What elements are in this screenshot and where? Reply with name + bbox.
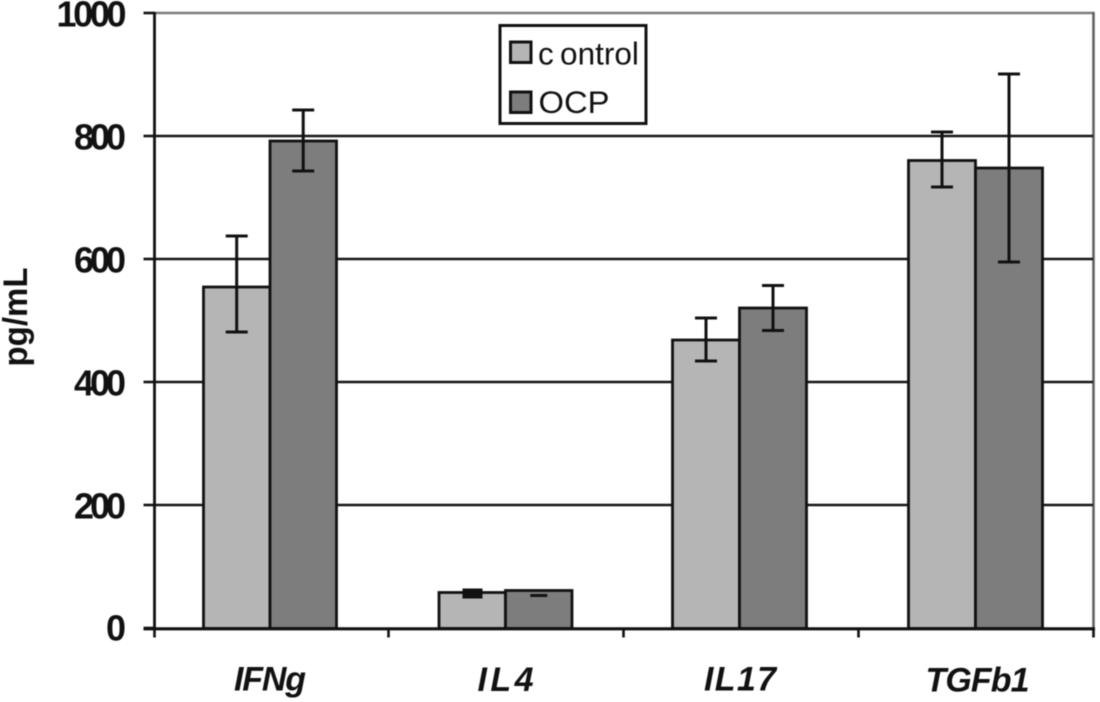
svg-text:pg/mL: pg/mL [0, 268, 35, 367]
svg-text:600: 600 [74, 239, 126, 280]
svg-text:IL4: IL4 [478, 661, 534, 699]
svg-text:0: 0 [106, 608, 126, 649]
svg-text:IL17: IL17 [704, 661, 778, 699]
svg-text:400: 400 [74, 362, 126, 403]
svg-text:800: 800 [74, 116, 126, 157]
svg-text:200: 200 [74, 485, 126, 526]
svg-text:OCP: OCP [539, 84, 610, 120]
svg-text:1000: 1000 [57, 0, 127, 34]
svg-text:IFNg: IFNg [234, 661, 306, 699]
svg-text:c ontrol: c ontrol [538, 36, 639, 72]
svg-text:TGFb1: TGFb1 [926, 662, 1030, 700]
